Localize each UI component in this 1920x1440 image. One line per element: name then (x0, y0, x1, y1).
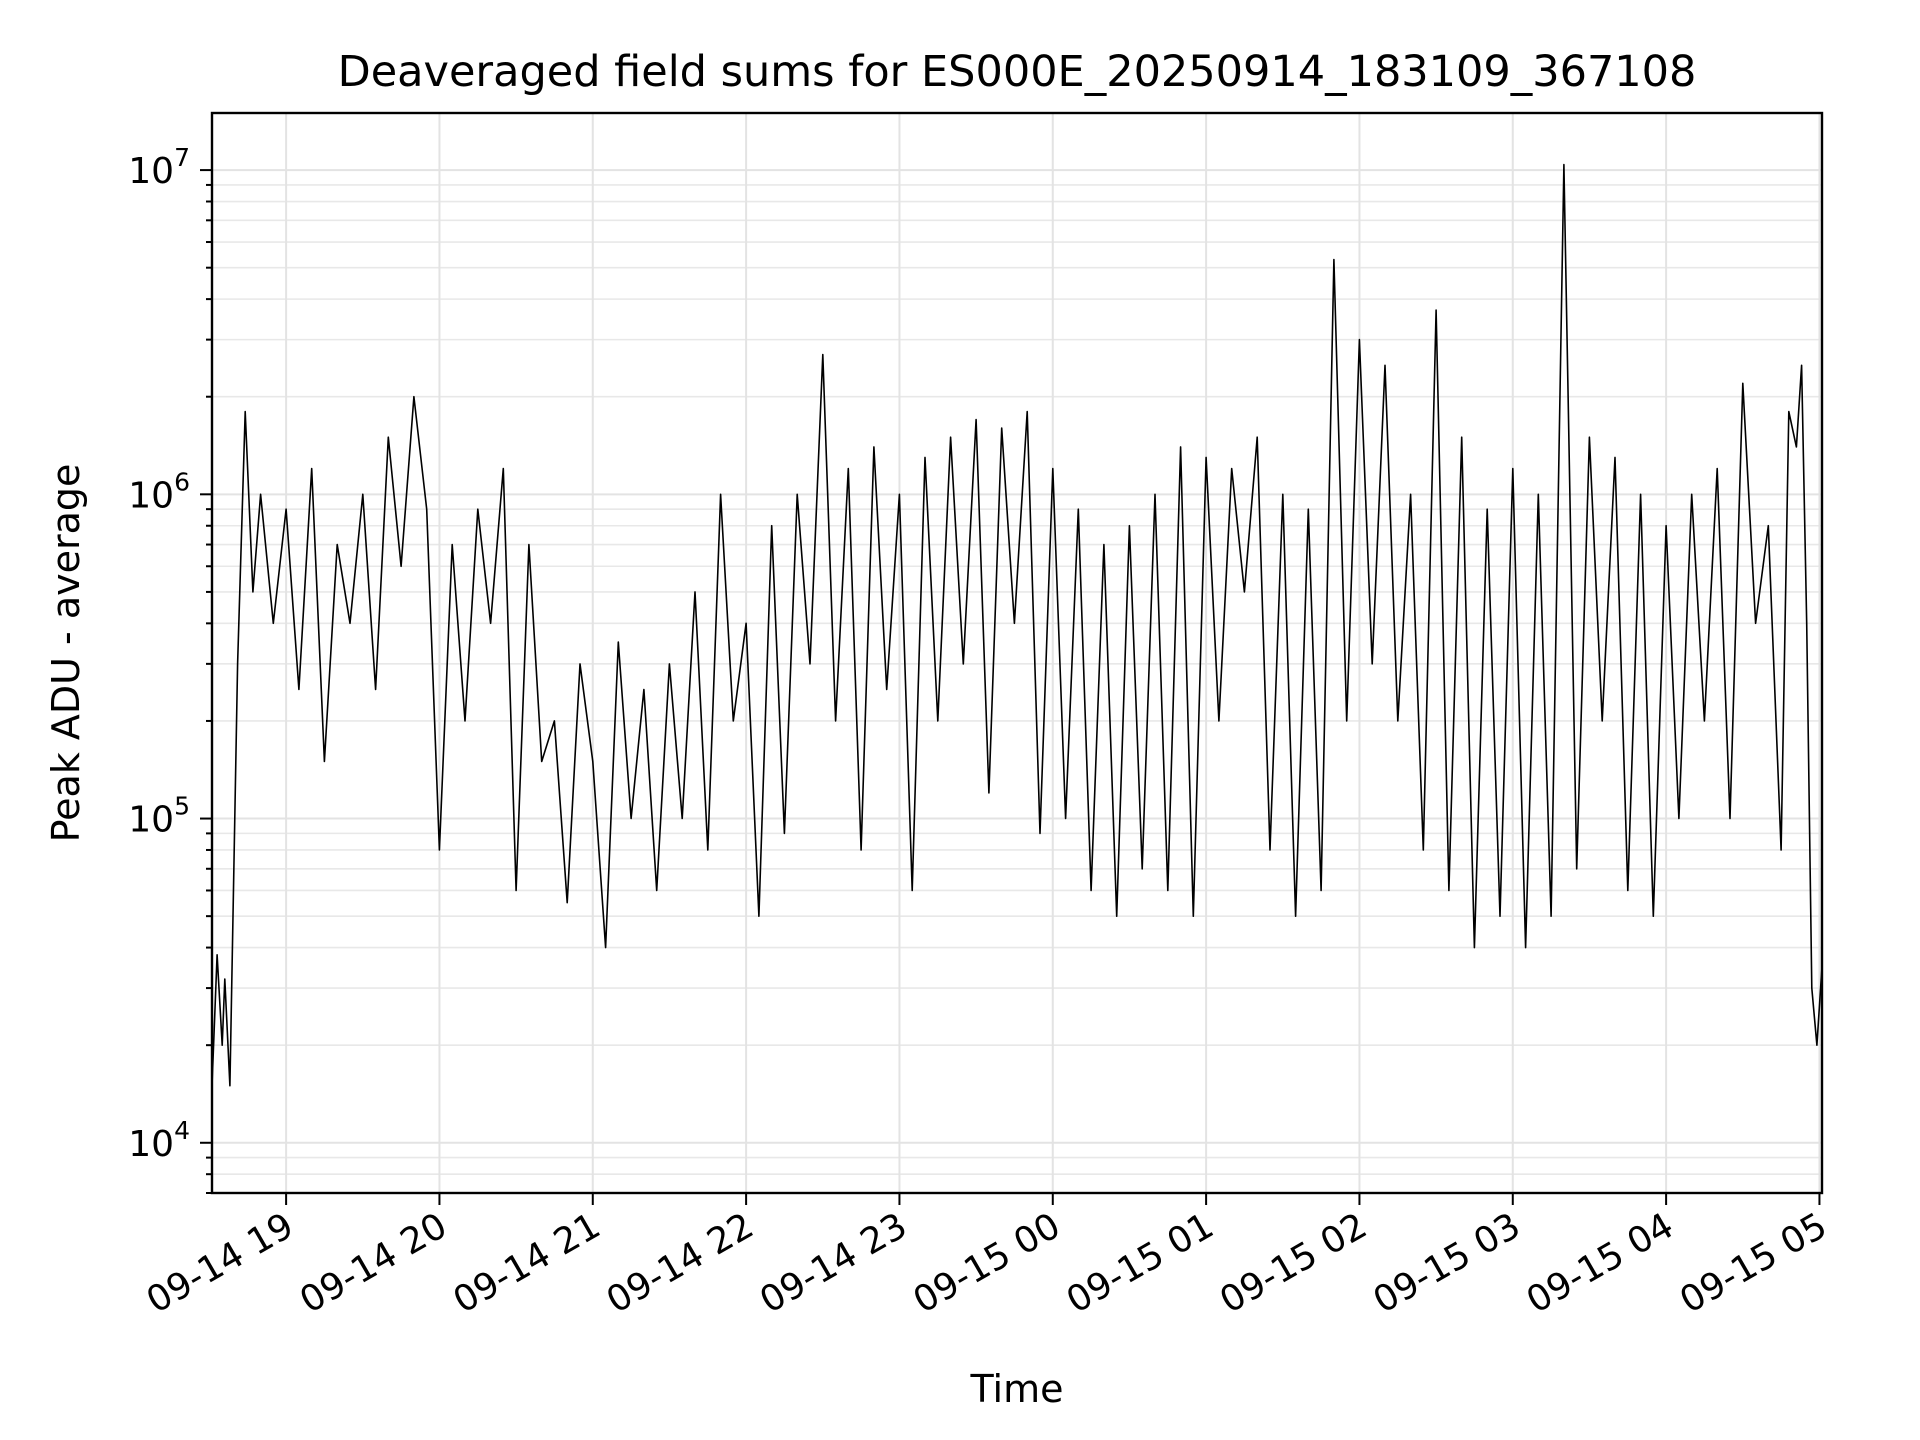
y-tick-base: 10 (128, 1124, 174, 1165)
chart-title: Deaveraged field sums for ES000E_2025091… (338, 47, 1697, 97)
y-tick-label: 107 (128, 143, 190, 192)
y-tick-base: 10 (128, 800, 174, 841)
y-tick-exponent: 5 (174, 792, 190, 821)
y-tick-label: 106 (128, 467, 190, 516)
series-line (211, 163, 1823, 1087)
plot-frame (210, 111, 1824, 1195)
y-tick-base: 10 (128, 475, 174, 516)
y-tick-exponent: 6 (174, 467, 190, 496)
y-tick-label: 104 (128, 1116, 190, 1165)
y-tick-exponent: 7 (174, 143, 190, 172)
y-tick-exponent: 4 (174, 1116, 190, 1145)
x-axis-label: Time (970, 1367, 1064, 1411)
plot-area (211, 163, 1823, 1087)
y-axis-label: Peak ADU - average (44, 464, 88, 843)
y-tick-base: 10 (128, 151, 174, 192)
y-tick-label: 105 (128, 792, 190, 841)
